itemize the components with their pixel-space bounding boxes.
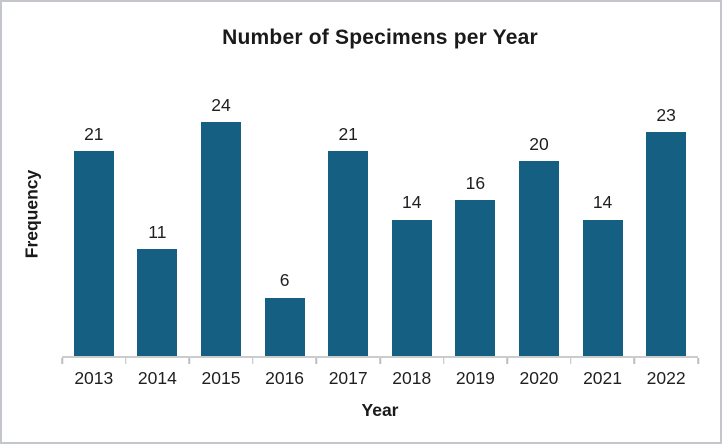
x-tick-label: 2016 bbox=[265, 368, 305, 388]
chart-title: Number of Specimens per Year bbox=[222, 26, 538, 49]
bar-value-label: 14 bbox=[402, 192, 422, 213]
bar-value-label: 23 bbox=[656, 104, 676, 125]
bar-column: 11 bbox=[126, 75, 190, 356]
bar-value-label: 21 bbox=[84, 124, 104, 145]
x-tick-label: 2022 bbox=[646, 368, 686, 388]
x-tick-label: 2017 bbox=[328, 368, 368, 388]
x-axis-tick-mark bbox=[442, 358, 445, 364]
bar-column: 20 bbox=[507, 75, 571, 356]
bar bbox=[518, 161, 559, 356]
bar-value-label: 14 bbox=[592, 192, 613, 213]
x-tick-label: 2020 bbox=[519, 368, 559, 388]
x-tick-label: 2019 bbox=[455, 368, 495, 388]
bar-value-label: 16 bbox=[465, 172, 486, 193]
bar-value-label: 11 bbox=[148, 221, 167, 242]
x-axis-tick-mark bbox=[61, 358, 63, 364]
x-axis-tick-mark bbox=[315, 358, 318, 364]
y-axis-title: Frequency bbox=[21, 169, 42, 259]
bar bbox=[455, 200, 496, 356]
plot-area: 21 11 24 6 21 14 16 20 14 23 bbox=[62, 75, 698, 358]
bar-column: 24 bbox=[189, 75, 253, 356]
bar bbox=[646, 131, 687, 356]
x-axis-tick-mark bbox=[506, 358, 508, 364]
bar bbox=[328, 151, 369, 356]
x-axis-tick-mark bbox=[124, 358, 127, 364]
x-axis-tick-mark bbox=[379, 358, 381, 364]
x-axis-tick-mark bbox=[633, 358, 636, 364]
x-axis-ticks bbox=[61, 358, 699, 364]
bar-column: 14 bbox=[571, 75, 635, 356]
x-axis-tick-mark bbox=[570, 358, 572, 364]
bar bbox=[200, 122, 241, 356]
x-axis-labels: 2013 2014 2015 2016 2017 2018 2019 2020 2021 2022 bbox=[62, 368, 698, 389]
bar-value-label: 6 bbox=[279, 270, 290, 291]
bar-column: 21 bbox=[316, 75, 380, 356]
x-tick-label: 2021 bbox=[583, 368, 623, 388]
bar-column: 6 bbox=[253, 75, 317, 356]
bar bbox=[137, 248, 178, 356]
x-tick-label: 2015 bbox=[201, 368, 241, 388]
bar-value-label: 20 bbox=[529, 133, 549, 154]
bar bbox=[264, 297, 305, 356]
x-tick-label: 2014 bbox=[137, 368, 177, 388]
x-axis-tick-mark bbox=[252, 358, 254, 364]
bar-column: 21 bbox=[62, 75, 126, 356]
x-tick-label: 2018 bbox=[392, 368, 432, 388]
bar-value-label: 24 bbox=[211, 94, 231, 115]
bar bbox=[391, 219, 432, 356]
bar-column: 23 bbox=[634, 75, 698, 356]
x-axis-title: Year bbox=[361, 400, 399, 420]
bar-column: 14 bbox=[380, 75, 444, 356]
bar bbox=[73, 151, 114, 356]
x-axis-tick-mark bbox=[697, 358, 699, 364]
bar-value-label: 21 bbox=[338, 124, 358, 145]
x-tick-label: 2013 bbox=[74, 368, 114, 388]
bar-column: 16 bbox=[444, 75, 508, 356]
bar bbox=[582, 219, 623, 356]
x-axis-tick-mark bbox=[188, 358, 190, 364]
